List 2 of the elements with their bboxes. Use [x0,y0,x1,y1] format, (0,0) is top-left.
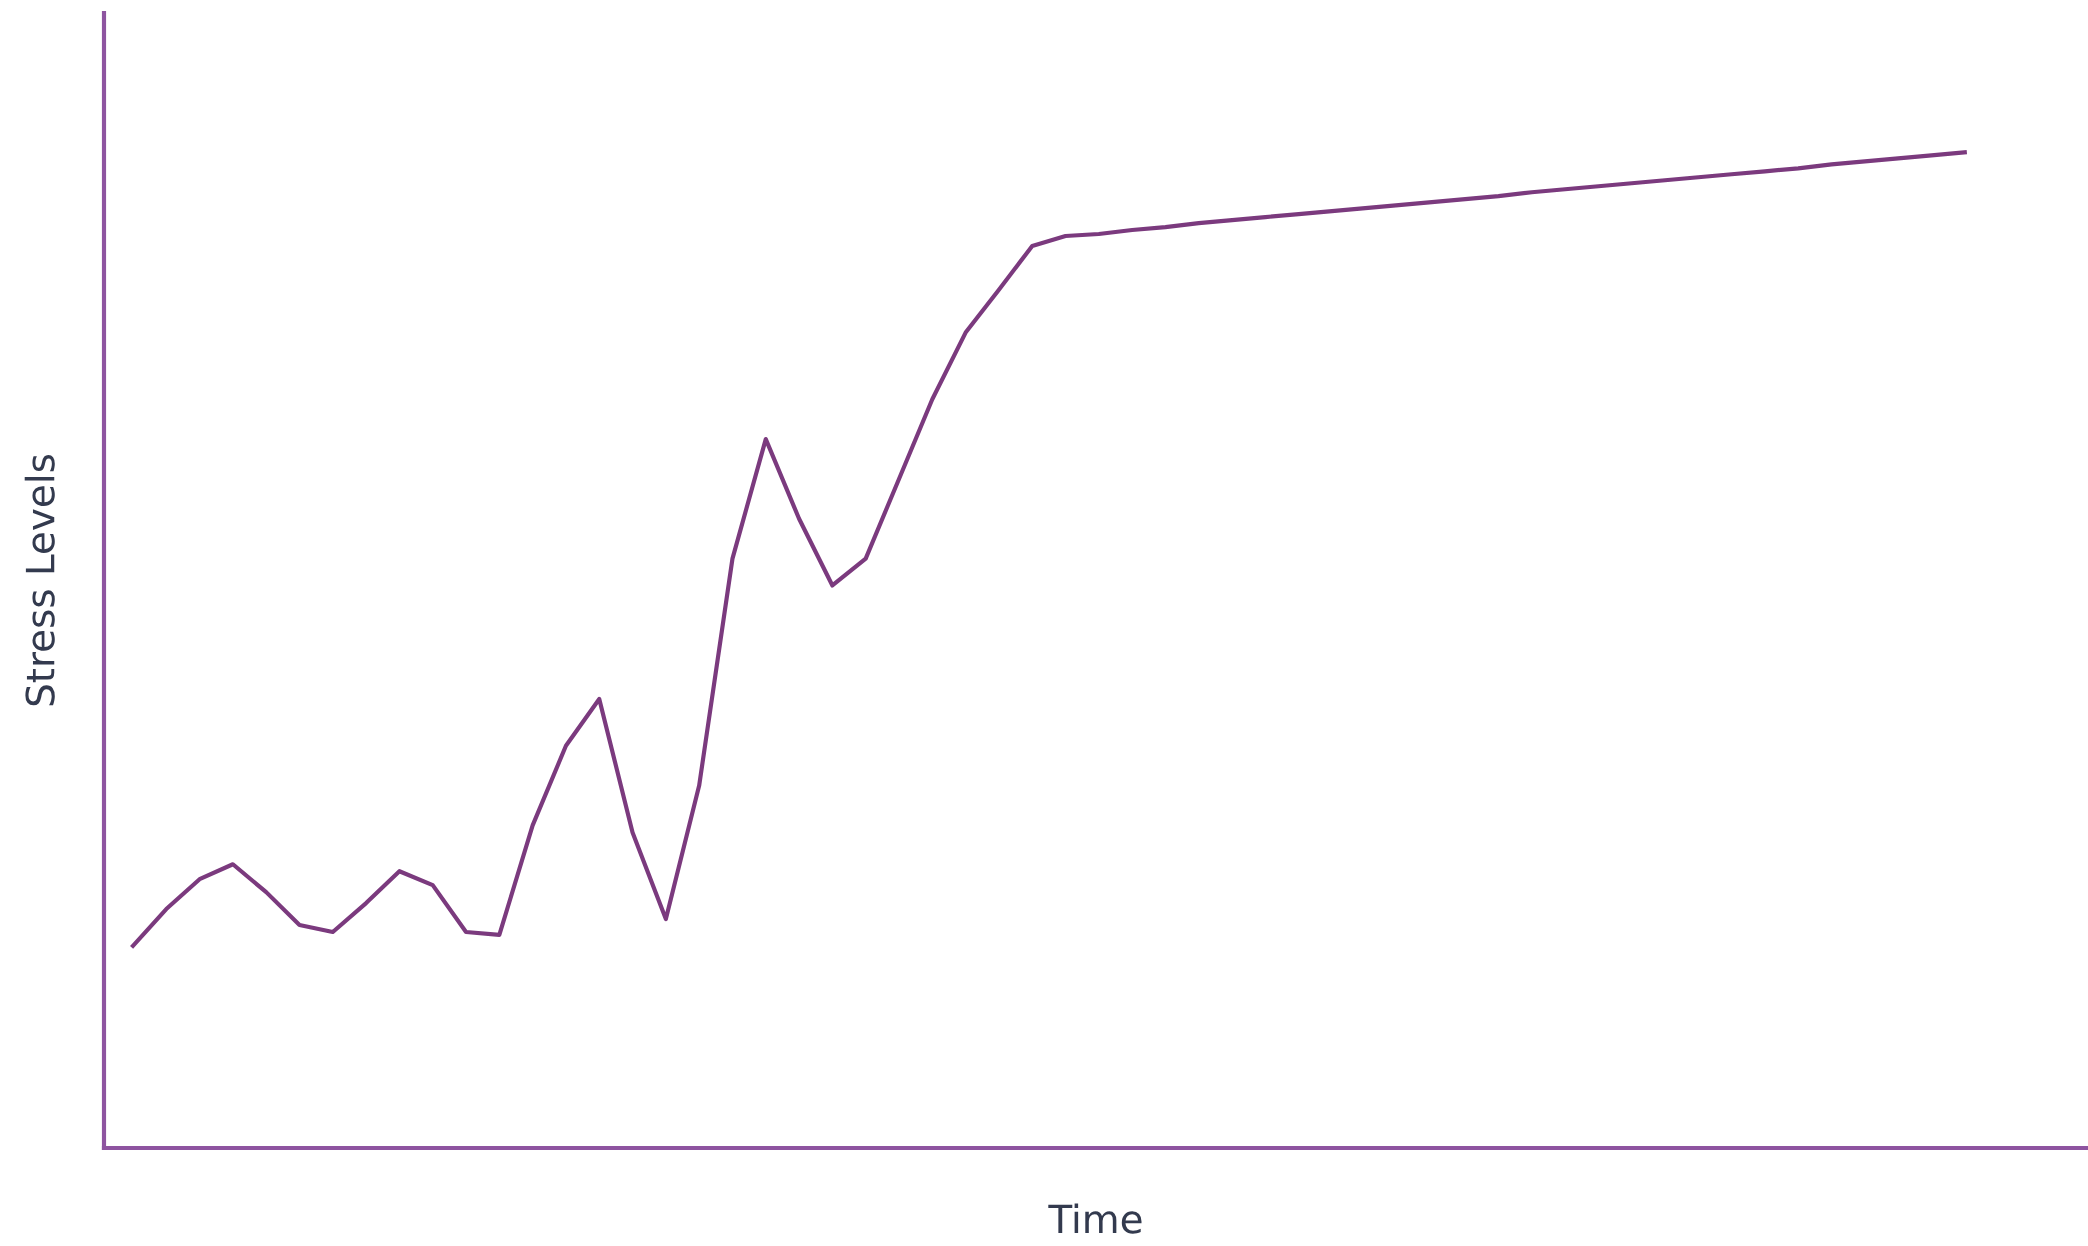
y-axis-title: Stress Levels [24,455,55,706]
x-axis-title: Time [1048,1203,1142,1234]
